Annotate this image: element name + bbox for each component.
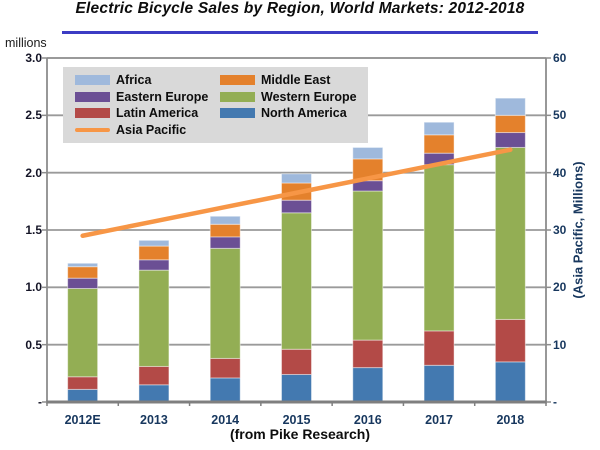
legend-item-north-america: North America (220, 106, 360, 120)
legend-item-western-europe: Western Europe (220, 90, 360, 104)
western-europe-legend-swatch (220, 91, 255, 102)
bar-segment-north-america (494, 361, 526, 403)
legend-label: North America (261, 106, 347, 121)
middle-east-legend-swatch (220, 75, 255, 86)
bar-segment-western-europe (281, 212, 312, 350)
bar-segment-africa (67, 262, 99, 268)
x-axis-category-label: 2012E (64, 413, 101, 427)
bar-segment-north-america (138, 384, 170, 403)
right-axis-tick-label: 20 (553, 280, 567, 295)
left-axis-tick-label: - (38, 395, 42, 409)
bar-segment-western-europe (352, 190, 384, 341)
bar-segment-middle-east (423, 134, 455, 154)
legend: Africa Middle East Eastern Europe Western E… (63, 67, 368, 143)
asia-pacific-line (80, 147, 513, 238)
legend-label: Eastern Europe (116, 89, 209, 104)
legend-item-middle-east: Middle East (220, 73, 360, 87)
bar-segment-latin-america (352, 339, 384, 369)
legend-item-asia-pacific: Asia Pacific (75, 123, 220, 137)
bar-segment-north-america (423, 364, 455, 403)
x-axis-category-label: 2014 (211, 413, 240, 427)
north-america-legend-swatch (220, 108, 255, 119)
bar-segment-latin-america (281, 348, 312, 375)
bar-segment-middle-east (138, 245, 170, 261)
bar-segment-western-europe (138, 269, 170, 367)
legend-label: Africa (116, 73, 152, 88)
bar-segment-north-america (67, 388, 99, 403)
eastern-europe-legend-swatch (75, 91, 110, 102)
bar-segment-middle-east (67, 266, 99, 279)
legend-label: Middle East (261, 73, 331, 88)
bar-segment-latin-america (423, 330, 455, 366)
bar-segment-western-europe (494, 146, 526, 320)
bar-segment-north-america (281, 373, 312, 403)
legend-label: Western Europe (261, 89, 357, 104)
left-axis-tick-label: 3.0 (25, 51, 42, 65)
x-axis-category-label: 2016 (353, 413, 382, 427)
bar-segment-africa (494, 97, 526, 116)
title-underline (62, 31, 538, 34)
legend-label: Latin America (116, 106, 199, 121)
bar-segment-eastern-europe (138, 259, 170, 271)
x-axis-category-label: 2017 (425, 413, 453, 427)
bar-segment-africa (138, 239, 170, 247)
asia-pacific-legend-swatch (75, 127, 110, 132)
bar-segment-middle-east (494, 114, 526, 134)
x-axis-category-label: 2015 (282, 413, 311, 427)
right-axis-tick-label: 50 (553, 108, 567, 123)
bar-segment-eastern-europe (209, 236, 241, 249)
bar-segment-latin-america (494, 318, 526, 363)
right-axis-tick-label: 60 (553, 51, 567, 65)
right-axis-tick-label: 30 (553, 223, 567, 237)
bar-segment-latin-america (209, 357, 241, 379)
africa-legend-swatch (75, 75, 110, 86)
legend-label: Asia Pacific (116, 122, 187, 137)
bar-segment-eastern-europe (494, 132, 526, 148)
bar-segment-latin-america (67, 376, 99, 390)
x-axis-category-label: 2018 (496, 413, 525, 427)
bar-segment-africa (423, 121, 455, 136)
bar-segment-latin-america (138, 365, 170, 386)
bar-segment-middle-east (209, 223, 241, 238)
left-axis-unit-label: millions (5, 36, 47, 50)
latin-america-legend-swatch (75, 108, 110, 119)
right-axis-tick-label: 10 (553, 337, 567, 352)
right-axis-title: (Asia Pacific, Millions) (570, 161, 586, 299)
bar-segment-eastern-europe (281, 199, 312, 214)
legend-item-africa: Africa (75, 73, 220, 87)
left-axis-tick-label: 1.0 (25, 280, 42, 295)
bar-segment-eastern-europe (67, 277, 99, 289)
right-axis-tick-label: - (553, 395, 557, 409)
chart-title: Electric Bicycle Sales by Region, World … (75, 0, 525, 17)
left-axis-tick-label: 2.0 (25, 165, 42, 180)
left-axis-tick-label: 1.5 (25, 223, 42, 237)
legend-item-eastern-europe: Eastern Europe (75, 90, 220, 104)
x-axis-category-label: 2013 (140, 413, 168, 427)
bar-segment-africa (352, 146, 384, 160)
bar-segment-africa (281, 173, 312, 184)
left-axis-tick-label: 0.5 (25, 337, 42, 352)
left-axis-tick-label: 2.5 (25, 108, 42, 123)
legend-item-latin-america: Latin America (75, 106, 220, 120)
bar-segment-north-america (209, 377, 241, 403)
bar-segment-western-europe (67, 287, 99, 378)
bar-segment-north-america (352, 367, 384, 403)
bar-segment-western-europe (423, 164, 455, 332)
bar-segment-western-europe (209, 247, 241, 359)
right-axis-tick-label: 40 (553, 165, 567, 180)
source-caption: (from Pike Research) (229, 426, 371, 442)
bar-segment-africa (209, 215, 241, 225)
